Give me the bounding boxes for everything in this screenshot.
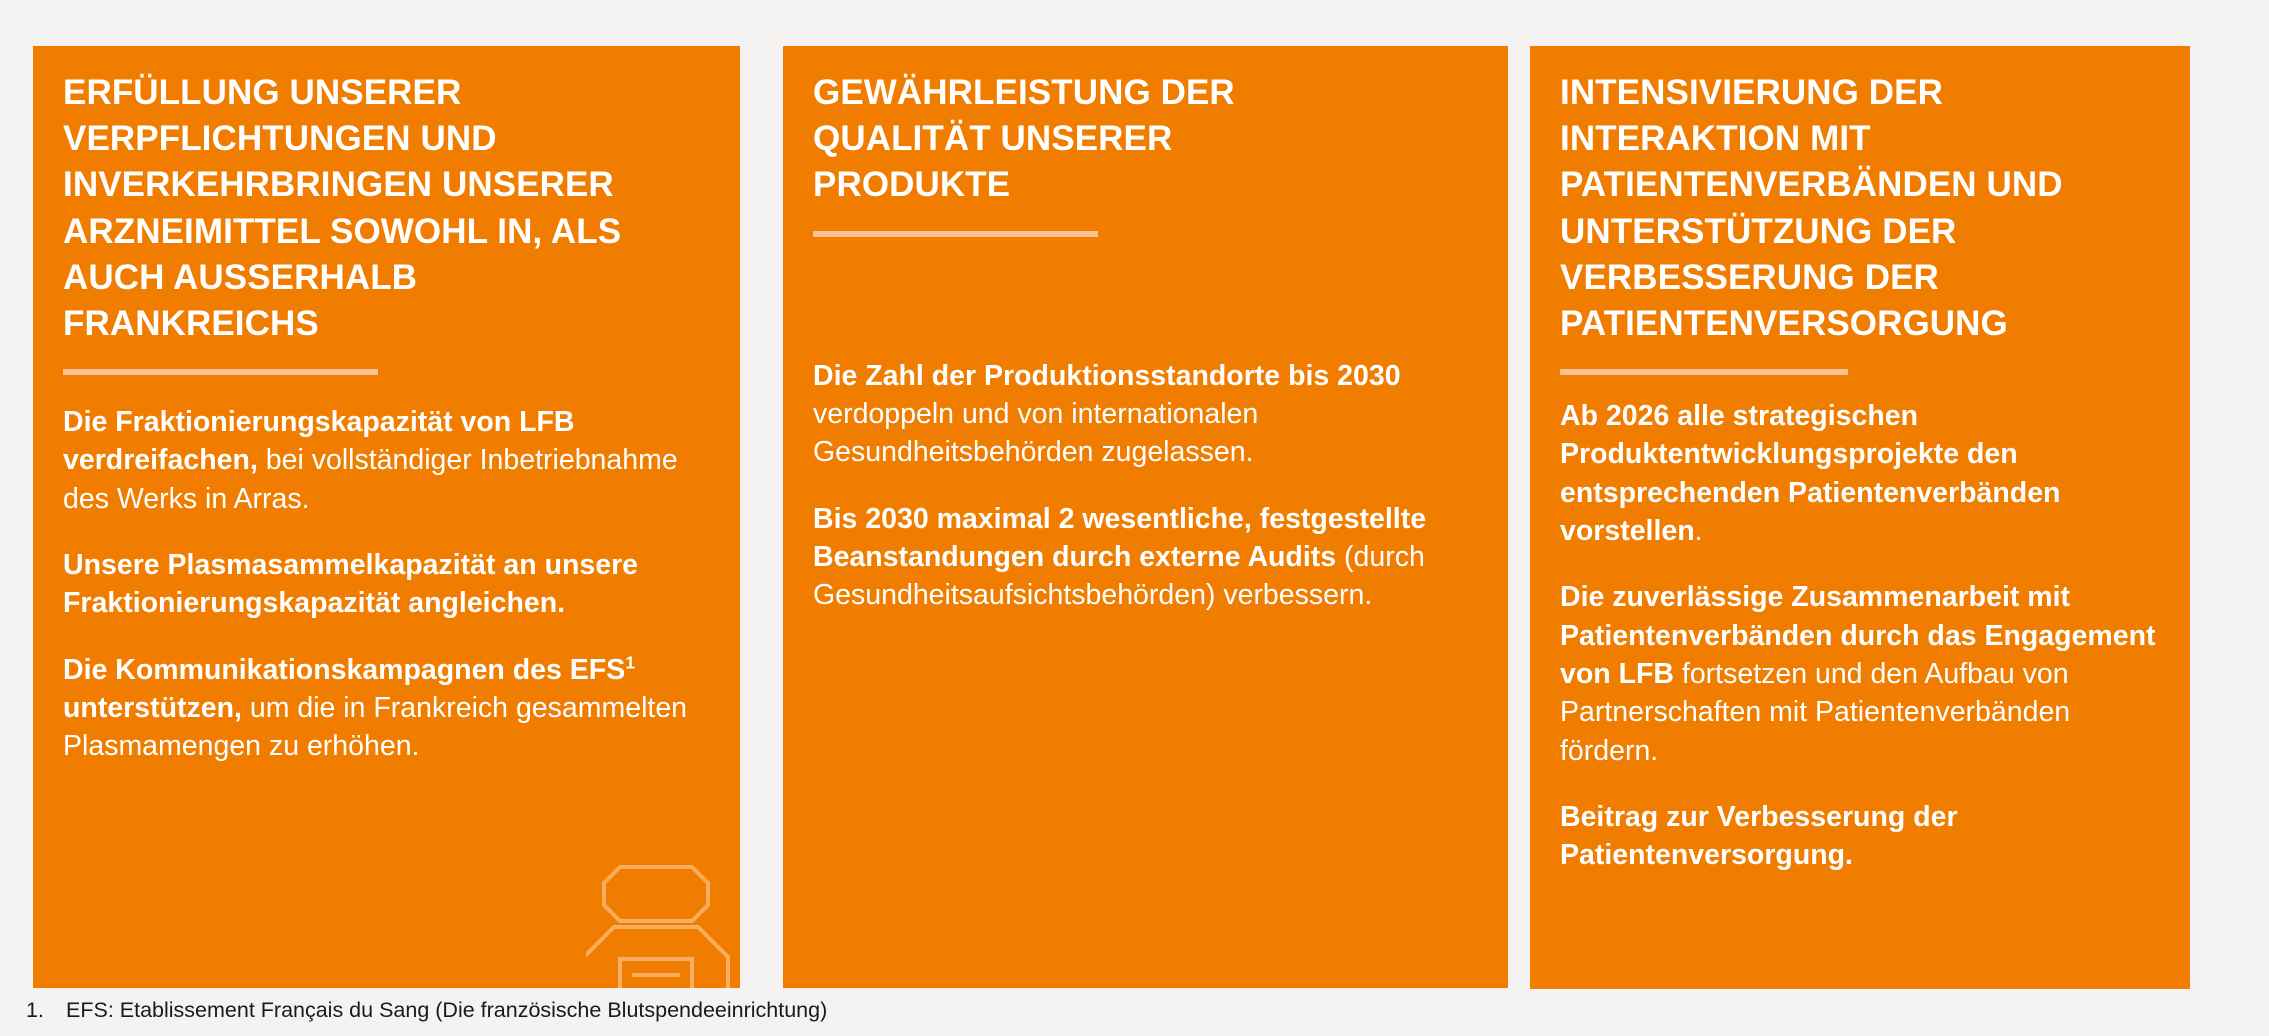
paragraph-rest: . xyxy=(1694,515,1703,548)
paragraph-bold: Die zuverlässige Zusammenarbeit mit Pati… xyxy=(1560,581,2156,691)
bullet-paragraph: Die Zahl der Produktionsstandorte bis 20… xyxy=(813,357,1478,472)
paragraph-rest: (durch Gesundheitsaufsichtsbehörden) ver… xyxy=(813,540,1425,612)
paragraph-rest: verdoppeln und von internationalen Gesun… xyxy=(813,397,1259,469)
card-body: Die Fraktionierungskapazität von LFB ver… xyxy=(63,403,710,766)
card-commitments: ERFÜLLUNG UNSERER VERPFLICHTUNGEN UND IN… xyxy=(33,46,740,988)
bullet-paragraph: Die Kommunikationskampagnen des EFS1 unt… xyxy=(63,651,710,766)
footnote-marker: 1 xyxy=(625,652,636,673)
footnote: 1. EFS: Etablissement Français du Sang (… xyxy=(26,997,827,1024)
paragraph-rest: bei vollständiger Inbetriebnahme des Wer… xyxy=(63,444,678,515)
paragraph-bold: Unsere Plasmasammelkapazität an unsere F… xyxy=(63,549,639,620)
card-body: Ab 2026 alle strategischen Produktentwic… xyxy=(1560,397,2160,875)
paragraph-bold-post: unterstützen, xyxy=(63,692,242,725)
paragraph-rest: um die in Frankreich gesammelten Plasmam… xyxy=(63,692,688,763)
paragraph-bold: Die Kommunikationskampagnen des EFS xyxy=(63,653,626,686)
bullet-paragraph: Beitrag zur Verbesserung der Patientenve… xyxy=(1560,798,2160,875)
bullet-paragraph: Bis 2030 maximal 2 wesentliche, festgest… xyxy=(813,500,1478,615)
paragraph-bold: Die Fraktionierungskapazität von LFB ver… xyxy=(63,406,575,477)
bullet-paragraph: Unsere Plasmasammelkapazität an unsere F… xyxy=(63,546,710,623)
paragraph-rest: fortsetzen und den Aufbau von Partnersch… xyxy=(1560,658,2071,767)
bullet-paragraph: Die zuverlässige Zusammenarbeit mit Pati… xyxy=(1560,578,2160,770)
card-heading: GEWÄHRLEISTUNG DER QUALITÄT UNSERER PROD… xyxy=(813,73,1235,205)
heading-divider xyxy=(813,230,1098,237)
paragraph-bold: Bis 2030 maximal 2 wesentliche, festgest… xyxy=(813,502,1427,573)
footnote-text: EFS: Etablissement Français du Sang (Die… xyxy=(66,998,828,1022)
bullet-paragraph: Die Fraktionierungskapazität von LFB ver… xyxy=(63,403,710,518)
card-quality: GEWÄHRLEISTUNG DER QUALITÄT UNSERER PROD… xyxy=(783,46,1508,988)
paragraph-bold: Die Zahl der Produktionsstandorte bis 20… xyxy=(813,359,1401,392)
card-patients: INTENSIVIERUNG DER INTERAKTION MIT PATIE… xyxy=(1530,46,2190,989)
card-heading: ERFÜLLUNG UNSERER VERPFLICHTUNGEN UND IN… xyxy=(63,73,622,343)
card-heading: INTENSIVIERUNG DER INTERAKTION MIT PATIE… xyxy=(1560,73,2063,343)
paragraph-bold: Beitrag zur Verbesserung der Patientenve… xyxy=(1560,801,1958,872)
paragraph-bold: Ab 2026 alle strategischen Produktentwic… xyxy=(1560,400,2061,548)
heading-divider xyxy=(63,369,378,376)
bullet-paragraph: Ab 2026 alle strategischen Produktentwic… xyxy=(1560,397,2160,550)
card-body: Die Zahl der Produktionsstandorte bis 20… xyxy=(813,357,1478,615)
heading-divider xyxy=(1560,369,1848,376)
footnote-number: 1. xyxy=(26,998,44,1022)
